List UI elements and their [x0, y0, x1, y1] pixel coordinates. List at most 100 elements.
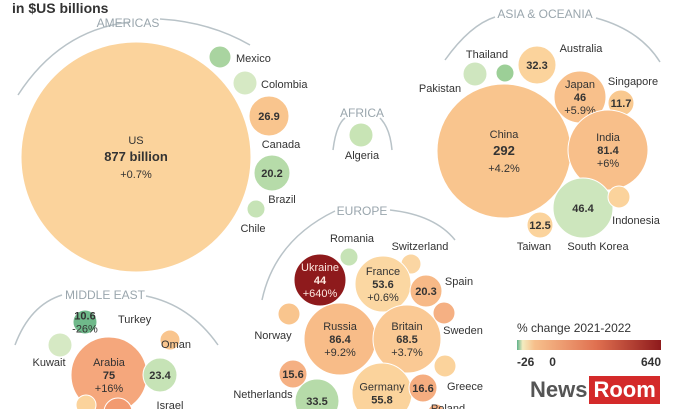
country-label: Switzerland [392, 241, 449, 253]
region-arc [17, 18, 251, 96]
value-label: 44 [314, 275, 327, 287]
bubble-sweden [432, 301, 456, 325]
change-label: +6% [597, 158, 620, 170]
change-label: +0.6% [367, 292, 399, 304]
country-label: Greece [447, 381, 483, 393]
region-arc [14, 294, 219, 346]
country-label: Norway [254, 330, 292, 342]
country-label: Spain [445, 276, 473, 288]
bubble-canada [248, 95, 290, 137]
change-label: +5.9% [564, 105, 596, 117]
value-label: 20.3 [415, 286, 436, 298]
value-label: 32.3 [526, 60, 547, 72]
country-label: Romania [330, 233, 375, 245]
bubble-us [20, 41, 252, 273]
region-label: ASIA & OCEANIA [497, 7, 592, 21]
country-label: Oman [161, 339, 191, 351]
country-label: Indonesia [612, 215, 661, 227]
bubble-brazil [253, 154, 291, 192]
bubble-oman [159, 329, 181, 351]
value-label: 16.6 [412, 383, 433, 395]
bubble-pakistan [462, 61, 488, 87]
bubble-romania [339, 247, 359, 267]
bubble-indonesia [607, 185, 631, 209]
value-label: 10.6 [74, 311, 95, 323]
region-label: MIDDLE EAST [65, 288, 146, 302]
country-label: Thailand [466, 49, 508, 61]
bubble-turkey [72, 309, 98, 335]
region-label: AMERICAS [97, 16, 160, 30]
bubble-britain [372, 304, 442, 374]
country-label: Canada [262, 139, 301, 151]
value-label: 877 billion [104, 149, 168, 164]
country-label: Israel [157, 400, 184, 409]
country-label: Russia [323, 321, 358, 333]
region-label: EUROPE [337, 204, 388, 218]
change-label: +640% [303, 288, 338, 300]
country-label: Taiwan [517, 241, 551, 253]
value-label: 23.4 [149, 370, 171, 382]
bubble-algeria [348, 122, 374, 148]
value-label: 292 [493, 143, 515, 158]
value-label: 26.9 [258, 111, 279, 123]
value-label: 55.8 [371, 395, 392, 407]
bubble-norway [277, 302, 301, 326]
newsroom-watermark: News Room [530, 376, 660, 404]
value-label: 15.6 [282, 369, 303, 381]
legend-min-label: -26 [517, 355, 535, 369]
country-label: Pakistan [419, 83, 461, 95]
bubble-thailand [495, 63, 515, 83]
watermark-news: News [530, 377, 588, 402]
bubble-netherlands [278, 359, 308, 389]
bubble-india [567, 109, 649, 191]
value-label: 46 [574, 92, 586, 104]
bubble-netherlands_neighbor [294, 378, 340, 409]
bubble-france [354, 255, 412, 313]
country-label: Colombia [261, 79, 308, 91]
legend-mid-label: 0 [549, 355, 556, 369]
bubble-poland [428, 403, 444, 409]
value-label: 68.5 [396, 334, 417, 346]
country-label: France [366, 266, 400, 278]
bubble-taiwan [526, 211, 554, 239]
change-label: +4.2% [488, 163, 520, 175]
value-label: 53.6 [372, 279, 393, 291]
bubble-greece [433, 354, 457, 378]
value-label: 81.4 [597, 145, 619, 157]
country-label: Turkey [118, 314, 152, 326]
bubble-me_a [75, 394, 97, 409]
region-arc [332, 117, 393, 151]
value-label: 20.2 [261, 168, 282, 180]
value-label: 75 [103, 370, 115, 382]
bubble-kuwait [47, 332, 73, 358]
bubble-poland_neighbor [408, 373, 438, 403]
country-label: India [596, 132, 621, 144]
legend-max-label: 640 [641, 355, 661, 369]
watermark-room: Room [589, 376, 660, 404]
country-label: Ukraine [301, 262, 339, 274]
country-label: Sweden [443, 325, 483, 337]
bubble-southkorea [552, 177, 614, 239]
country-label: Netherlands [233, 389, 293, 401]
value-label: 11.7 [611, 98, 632, 110]
bubble-ukraine [293, 253, 347, 307]
bubble-australia [517, 45, 557, 85]
country-label: Singapore [608, 76, 658, 88]
legend-gradient-bar [517, 340, 661, 350]
chart-subtitle: in $US billions [12, 0, 109, 16]
bubble-israel [142, 357, 178, 393]
bubble-me_b [103, 397, 133, 409]
change-label: +9.2% [324, 347, 356, 359]
legend-title: % change 2021-2022 [517, 321, 631, 335]
country-label: Britain [391, 321, 422, 333]
country-label: China [490, 129, 520, 141]
country-label: Germany [359, 382, 405, 394]
country-label: Chile [240, 223, 265, 235]
region-label: AFRICA [340, 106, 384, 120]
country-label: Australia [560, 43, 604, 55]
country-label: Japan [565, 79, 595, 91]
region-arc [444, 16, 661, 63]
change-label: +3.7% [391, 347, 423, 359]
bubble-mexico [208, 45, 232, 69]
